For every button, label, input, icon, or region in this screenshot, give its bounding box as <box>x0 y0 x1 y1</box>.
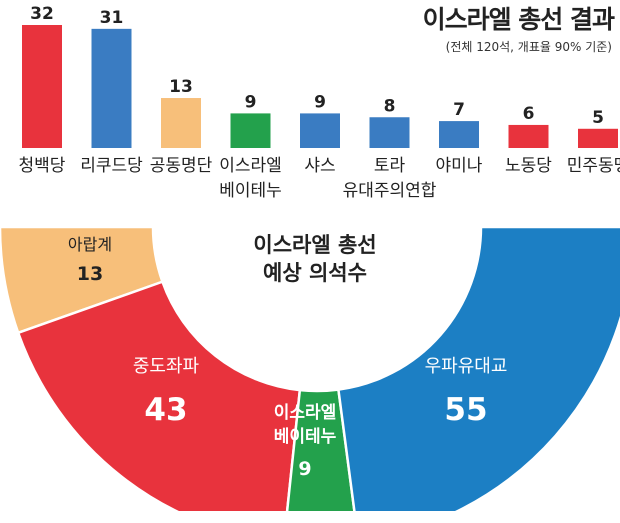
bar-category-label-2: 공동명단 <box>150 156 213 176</box>
bar-value-label-5: 8 <box>384 96 396 116</box>
bar-value-label-7: 6 <box>523 104 535 124</box>
bar-4 <box>300 113 340 148</box>
bar-category-label-1: 리쿠드당 <box>80 156 143 176</box>
bar-0 <box>22 25 62 148</box>
bar-value-label-0: 32 <box>30 4 54 24</box>
slice-label-2-line-0: 이스라엘 <box>274 403 337 423</box>
slice-value-2: 9 <box>298 458 311 480</box>
slice-label-2-line-1: 베이테누 <box>274 427 337 447</box>
chart-title: 이스라엘 총선 결과 <box>422 5 615 34</box>
bar-value-label-6: 7 <box>453 100 465 120</box>
bar-category-label-3-line-0: 이스라엘 <box>219 156 282 176</box>
bar-value-label-4: 9 <box>314 92 326 112</box>
bar-category-label-8: 민주동맹 <box>567 156 620 176</box>
bar-1 <box>91 28 132 148</box>
bar-category-label-0: 청백당 <box>19 156 66 176</box>
bar-category-label-7: 노동당 <box>505 156 552 176</box>
bar-category-label-3-line-1: 베이테누 <box>219 181 282 201</box>
bar-5 <box>369 117 410 148</box>
slice-value-0: 13 <box>77 263 103 285</box>
slice-label-0: 아랍계 <box>68 235 112 254</box>
bar-6 <box>439 121 479 148</box>
bar-7 <box>508 124 549 148</box>
bar-value-label-3: 9 <box>245 92 257 112</box>
bar-value-label-2: 13 <box>169 77 193 97</box>
slice-1 <box>16 280 302 511</box>
slice-2 <box>285 388 356 511</box>
bar-2 <box>161 98 201 148</box>
semicircle-title-line-2: 예상 의석수 <box>263 261 367 285</box>
bar-category-label-6: 야미나 <box>436 156 483 176</box>
slice-label-3: 우파유대교 <box>425 356 508 377</box>
bar-value-label-8: 5 <box>592 108 604 128</box>
bar-category-label-5-line-1: 유대주의연합 <box>343 181 437 201</box>
slice-3 <box>337 225 620 511</box>
slice-value-3: 55 <box>444 392 487 428</box>
bar-8 <box>578 128 618 148</box>
bar-category-label-4: 샤스 <box>304 156 335 176</box>
slice-value-1: 43 <box>144 392 187 428</box>
bar-category-label-5-line-0: 토라 <box>374 156 406 176</box>
bar-3 <box>230 113 271 148</box>
bar-value-label-1: 31 <box>100 8 124 28</box>
semicircle-title-line-1: 이스라엘 총선 <box>253 233 376 257</box>
slice-label-1: 중도좌파 <box>133 356 200 377</box>
chart-subtitle: (전체 120석, 개표율 90% 기준) <box>445 40 612 54</box>
